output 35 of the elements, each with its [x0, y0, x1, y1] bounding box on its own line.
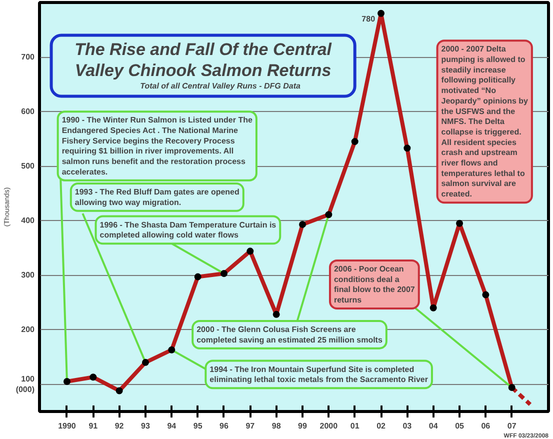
x-tick-label: 95: [193, 422, 203, 430]
annotation: 2006 - Poor Ocean conditions deal a final blow to the 2007 returns: [334, 264, 416, 304]
annotation: 1996 - The Shasta Dam Temperature Curtain is completed allowing cold water flows: [100, 220, 277, 240]
x-tick-label: 93: [141, 422, 150, 430]
y-tick-label: 600: [21, 107, 36, 116]
x-tick-label: 94: [167, 422, 177, 430]
x-tick-label: 03: [402, 422, 412, 430]
data-label: 780: [362, 14, 376, 24]
y-tick-label: 700: [21, 52, 36, 62]
x-tick-label: 2000: [320, 422, 338, 430]
y-tick-label: 200: [21, 325, 36, 334]
x-tick-label: 91: [88, 422, 98, 430]
x-tick-label: 05: [455, 422, 465, 430]
y-tick-label: 500: [21, 162, 36, 171]
x-tick-label: 1990: [58, 422, 76, 430]
text: The Rise and Fall Of the Central Valley Chinook Salmon Returns: [74, 40, 333, 80]
x-tick-label: 99: [298, 422, 308, 430]
y-tick-label: 100 (000): [16, 374, 36, 394]
y-tick-label: 300: [21, 270, 36, 280]
x-tick-label: 07: [507, 422, 517, 430]
x-tick-label: 06: [481, 422, 491, 430]
text: 2000 - 2007 Delta pumping is allowed to steadily increase following politically motivated “No Jeopardy” opinions by the USFWS and the NMFS. The Delta collapse is triggered. All resident species crash and upstream river flows and temperatures lethal to salmon survival are created.: [441, 44, 528, 199]
x-tick-label: 98: [272, 422, 282, 430]
annotation: 1993 - The Red Bluff Dam gates are opened allowing two way migration.: [74, 188, 240, 207]
x-tick-label: 92: [114, 422, 124, 430]
x-tick-label: 04: [428, 422, 438, 430]
y-tick-label: 400: [21, 216, 36, 226]
text: Total of all Central Valley Runs - DFG Data: [140, 82, 301, 91]
annotation: 1994 - The Iron Mountain Superfund Site is completed eliminating lethal toxic metals from the Sacramento River: [210, 364, 428, 384]
annotation: 1990 - The Winter Run Salmon is Listed under The Endangered Species Act . The National Marine Fishery Service begins the Recovery Process requiring $1 billion in river improvements. All salmon runs benefit and the restoration process accelerates.: [62, 116, 253, 176]
x-tick-label: 01: [350, 422, 360, 430]
x-tick-label: 96: [220, 422, 229, 430]
x-tick-label: 97: [246, 422, 256, 430]
x-tick-label: 02: [376, 422, 386, 430]
annotation: 2000 - The Glenn Colusa Fish Screens are completed saving an estimated 25 million smolts: [196, 324, 383, 344]
